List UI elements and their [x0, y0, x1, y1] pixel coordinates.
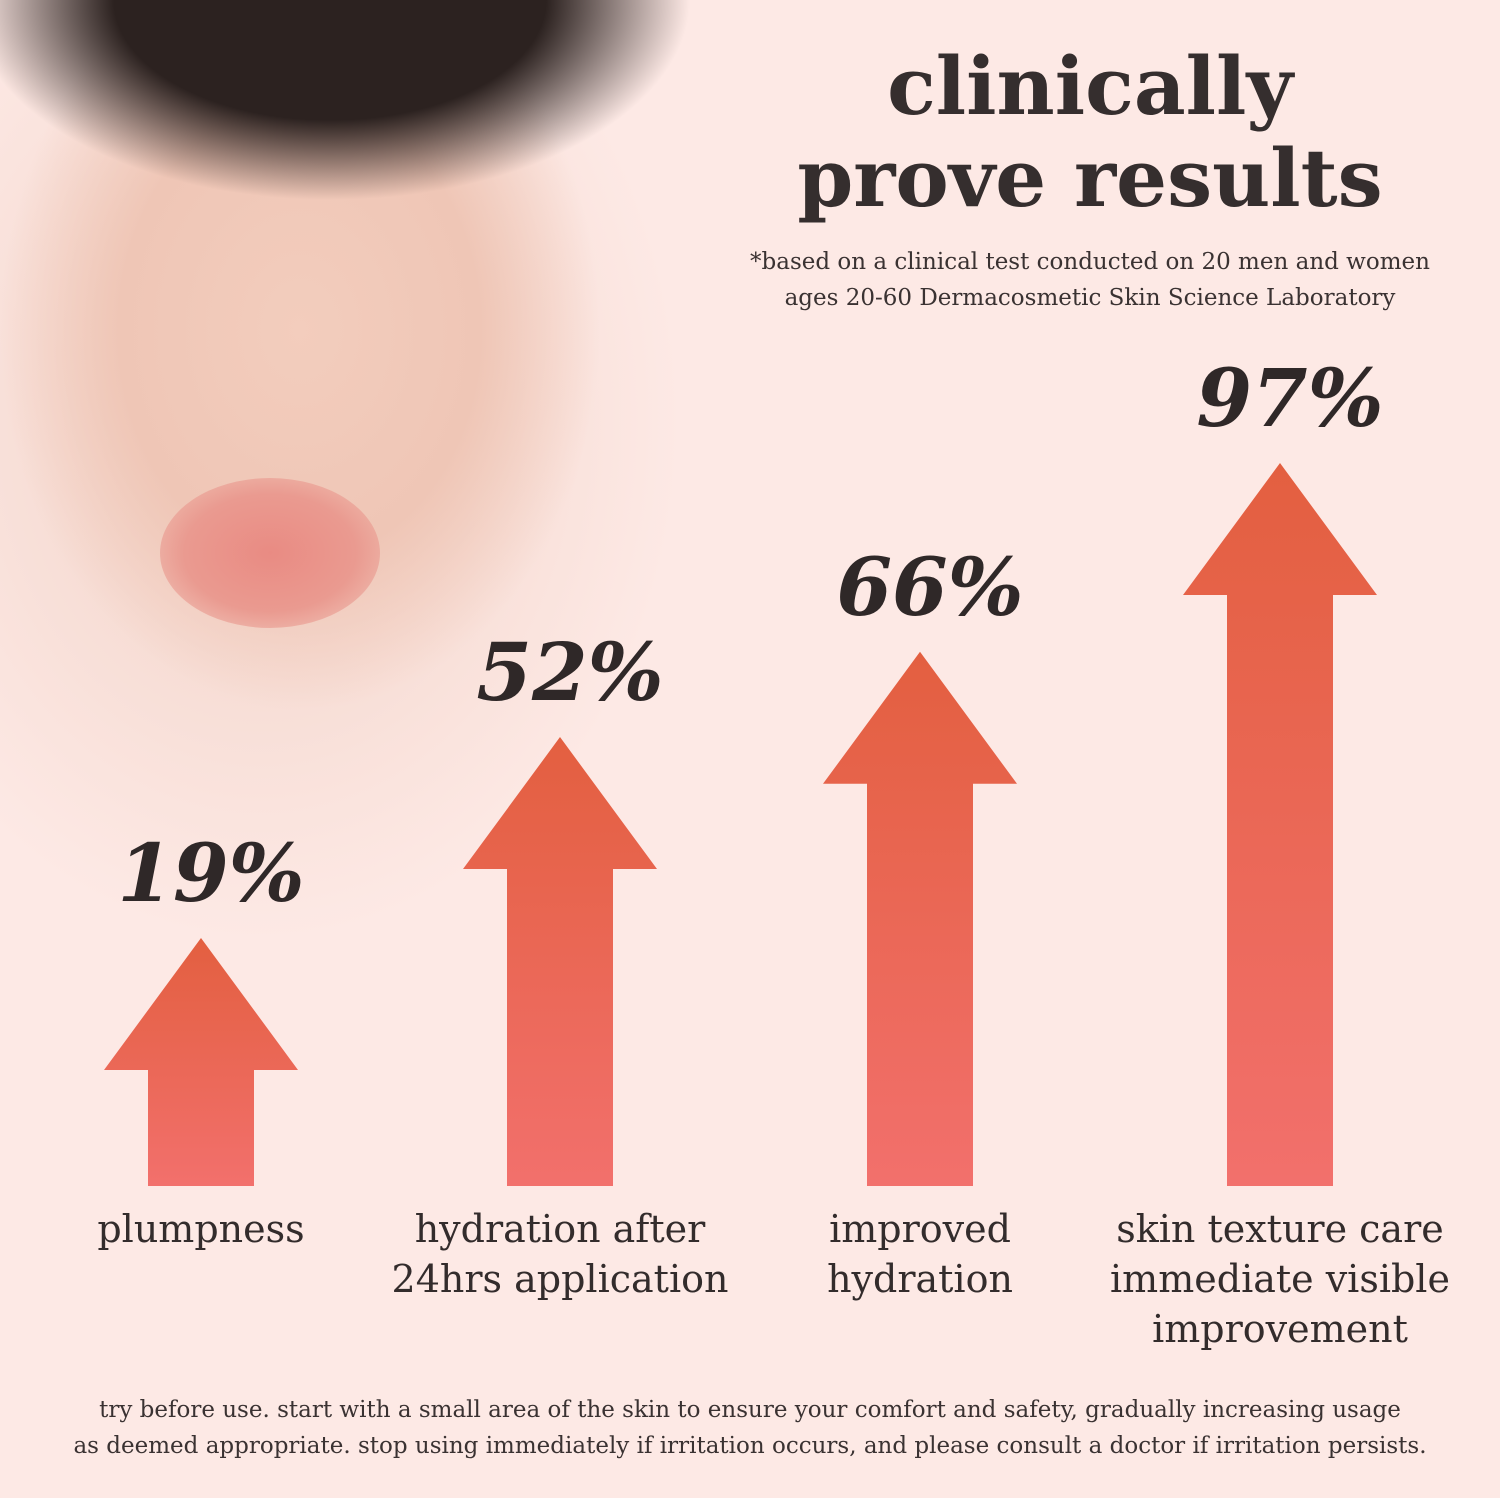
title-line-1: clinically — [887, 39, 1293, 133]
category-label: skin texture care immediate visible improv… — [1100, 1204, 1460, 1354]
disclaimer-line-1: try before use. start with a small area … — [99, 1397, 1401, 1423]
lips — [160, 478, 380, 628]
category-label-line: hydration — [827, 1257, 1013, 1301]
category-label: hydration after 24hrs application — [380, 1204, 740, 1304]
category-label-line: improved — [829, 1207, 1011, 1251]
category-label-line: plumpness — [97, 1207, 305, 1251]
note-line-1: *based on a clinical test conducted on 2… — [750, 249, 1430, 275]
arrow-bar-3 — [823, 651, 1017, 1186]
arrow-bar-4 — [1183, 463, 1377, 1186]
value-label: 52% — [476, 625, 664, 720]
category-label-line: improvement — [1152, 1307, 1408, 1351]
disclaimer: try before use. start with a small area … — [0, 1392, 1500, 1464]
value-label: 19% — [117, 826, 305, 920]
value-label: 97% — [1196, 351, 1384, 445]
hair — [0, 0, 700, 260]
value-label: 66% — [836, 539, 1024, 634]
title-line-2: prove results — [797, 131, 1383, 225]
study-note: *based on a clinical test conducted on 2… — [740, 244, 1440, 316]
category-label-line: immediate visible — [1110, 1257, 1450, 1301]
arrow-bar-2 — [463, 737, 657, 1186]
model-photo — [0, 0, 700, 1050]
arrow-bar-1 — [104, 938, 298, 1186]
page-title: clinically prove results — [780, 40, 1400, 224]
disclaimer-line-2: as deemed appropriate. stop using immedi… — [73, 1433, 1427, 1459]
category-label: plumpness — [21, 1204, 381, 1254]
category-label-line: hydration after — [414, 1207, 706, 1251]
category-label: improved hydration — [740, 1204, 1100, 1304]
category-label-line: 24hrs application — [391, 1257, 729, 1301]
note-line-2: ages 20-60 Dermacosmetic Skin Science La… — [784, 285, 1396, 311]
category-label-line: skin texture care — [1116, 1207, 1444, 1251]
